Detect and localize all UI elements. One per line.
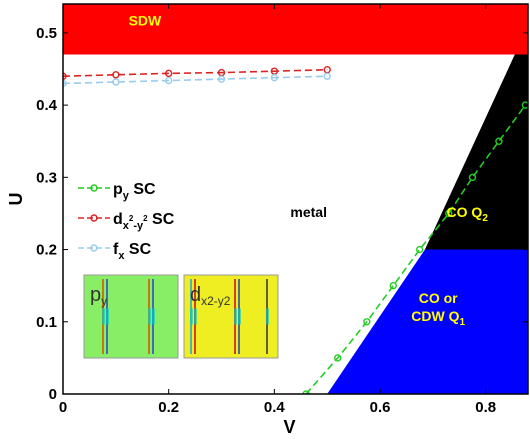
inset-label-1: dx2-y2 bbox=[190, 284, 231, 308]
legend-marker-1 bbox=[90, 214, 98, 222]
region-label-sdw: SDW bbox=[129, 13, 162, 29]
x-tick-label: 0.4 bbox=[264, 399, 286, 416]
legend-marker-0 bbox=[90, 184, 98, 192]
region-label-line2: CDW Q bbox=[411, 308, 459, 324]
region-co-q2 bbox=[424, 54, 528, 250]
legend-superscript: 2 bbox=[129, 214, 134, 223]
inset-label-0: py bbox=[90, 284, 107, 308]
series-2-line bbox=[63, 75, 328, 85]
legend-symbol: d bbox=[113, 211, 123, 228]
inset-stripe-highlight bbox=[106, 308, 109, 325]
series-1-line bbox=[63, 68, 328, 78]
series-2-point bbox=[63, 79, 67, 88]
legend-tail: SC bbox=[124, 241, 151, 258]
series-0-point bbox=[468, 173, 477, 182]
x-tick-label: 0.8 bbox=[475, 399, 496, 416]
region-label-subscript: 2 bbox=[482, 213, 488, 224]
legend-tail: SC bbox=[148, 211, 175, 228]
region-label-metal: metal bbox=[290, 204, 327, 220]
y-tick-label: 0.2 bbox=[36, 242, 57, 259]
series-2-point bbox=[112, 78, 120, 86]
legend-subscript: x bbox=[118, 250, 125, 262]
series-2-point bbox=[164, 76, 173, 85]
region-co-or-cdw-q1 bbox=[327, 249, 528, 394]
inset-stripe-highlight bbox=[234, 308, 237, 325]
legend-symbol: p bbox=[113, 181, 123, 198]
inset-stripe-highlight bbox=[102, 308, 105, 325]
series-1-point bbox=[164, 69, 173, 78]
region-label-co-or-cdw-q1: CO or CDW Q1 bbox=[411, 290, 465, 328]
y-tick-label: 0 bbox=[49, 386, 57, 403]
legend-entry-1: dx2-y2 SC bbox=[113, 211, 175, 232]
x-tick-label: 0.6 bbox=[370, 399, 391, 416]
inset-image-0 bbox=[83, 274, 179, 359]
y-tick-label: 0.5 bbox=[36, 25, 57, 42]
inset-stripe-highlight bbox=[148, 308, 151, 325]
series-1-point bbox=[112, 71, 120, 79]
series-0-point bbox=[415, 245, 424, 254]
series-2-point bbox=[217, 75, 226, 83]
y-tick-label: 0.4 bbox=[36, 97, 58, 114]
legend-entry-2: fx SC bbox=[113, 241, 152, 262]
inset-stripe-highlight bbox=[190, 308, 193, 325]
plot-frame bbox=[62, 3, 529, 395]
series-2-point bbox=[270, 73, 279, 82]
series-0-point bbox=[389, 281, 397, 290]
region-label-co-q2: CO Q2 bbox=[447, 204, 489, 224]
legend-subscript: -y bbox=[133, 220, 144, 232]
legend-entry-0: py SC bbox=[113, 181, 156, 202]
series-0-point bbox=[495, 137, 503, 145]
series-0-point bbox=[302, 390, 310, 394]
x-tick-label: 0.2 bbox=[158, 399, 179, 416]
legend-symbol: f bbox=[113, 241, 119, 258]
inset-label-symbol: d bbox=[190, 284, 201, 306]
inset-stripe-highlight bbox=[152, 308, 155, 325]
legend-marker-2 bbox=[90, 244, 98, 252]
inset-image-1 bbox=[183, 274, 279, 359]
y-tick-label: 0.1 bbox=[36, 314, 57, 331]
region-label-text: CO Q bbox=[447, 204, 483, 220]
region-label-line1: CO or bbox=[419, 290, 458, 306]
x-tick-label: 0 bbox=[59, 399, 67, 416]
inset-label-symbol: p bbox=[90, 284, 101, 306]
legend-subscript: y bbox=[123, 190, 130, 202]
series-0-point bbox=[334, 354, 342, 362]
series-2-point bbox=[323, 72, 331, 80]
inset-stripe-highlight bbox=[238, 308, 241, 325]
y-axis-label: U bbox=[6, 193, 26, 206]
inset-label-subscript: y bbox=[101, 294, 107, 308]
series-0-point bbox=[445, 209, 453, 218]
region-sdw bbox=[63, 4, 528, 55]
series-0-point bbox=[521, 101, 528, 109]
x-axis-label: V bbox=[283, 417, 295, 437]
y-tick-label: 0.3 bbox=[36, 169, 57, 186]
inset-stripe-highlight bbox=[194, 308, 197, 325]
series-0-line bbox=[305, 104, 527, 394]
series-1-point bbox=[63, 72, 67, 80]
legend-tail: SC bbox=[129, 181, 156, 198]
inset-stripe-highlight bbox=[266, 308, 269, 325]
series-0-point bbox=[363, 318, 371, 326]
region-label-subscript: 1 bbox=[459, 317, 465, 328]
legend-subscript: x bbox=[123, 220, 130, 232]
inset-label-subscript: x2-y2 bbox=[201, 294, 231, 308]
legend-superscript: 2 bbox=[143, 214, 148, 223]
